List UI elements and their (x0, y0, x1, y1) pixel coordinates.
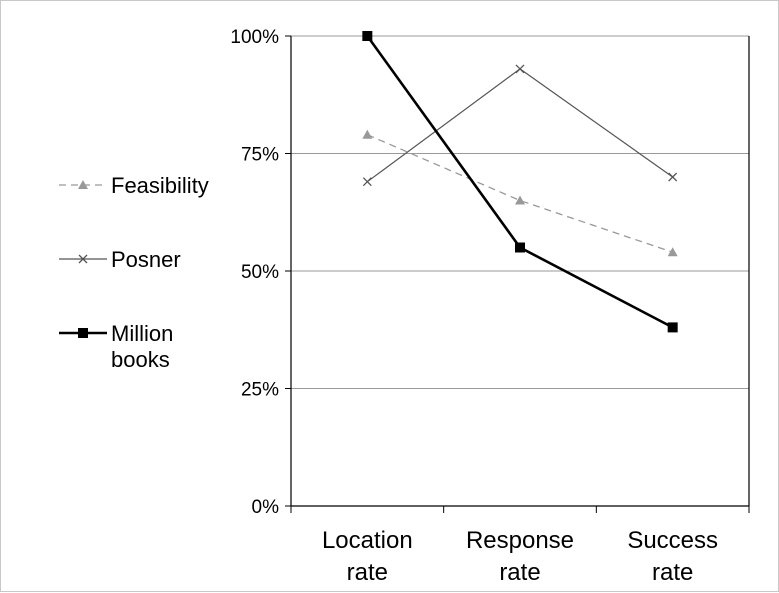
x-tick-label: Success rate (627, 527, 718, 586)
y-tick-label: 0% (252, 497, 280, 518)
data-point-million-books (362, 31, 373, 41)
legend-label-posner: Posner (111, 247, 181, 272)
series-line-posner (366, 68, 674, 183)
y-tick-label: 100% (230, 27, 279, 48)
legend-label-million-books: Million books (111, 321, 173, 372)
data-point-feasibility (667, 247, 678, 257)
series-lines (366, 35, 674, 329)
series-line-million-books (366, 35, 674, 329)
gridlines (291, 35, 749, 389)
legend-label-feasibility: Feasibility (111, 173, 209, 198)
x-tick-label: Response rate (466, 527, 574, 586)
axes (285, 35, 750, 513)
x-tick-labels: Location rate Response rate Success rate (322, 527, 718, 586)
data-point-posner (668, 172, 678, 182)
data-point-posner (362, 177, 372, 187)
legend-marker-feasibility (78, 180, 88, 189)
series-line-feasibility (367, 134, 673, 253)
legend: Feasibility Posner Million books (59, 173, 209, 372)
y-tick-label: 75% (241, 145, 279, 166)
data-point-million-books (515, 242, 525, 253)
data-point-feasibility (515, 195, 525, 205)
legend-marker-million-books (78, 328, 88, 338)
y-tick-label: 50% (241, 262, 279, 283)
data-point-feasibility (362, 129, 373, 139)
series-markers (362, 31, 678, 333)
data-point-posner (515, 64, 525, 74)
legend-marker-posner (78, 254, 88, 264)
data-point-million-books (667, 322, 678, 333)
y-tick-labels: 0% 25% 50% 75% 100% (230, 27, 279, 518)
y-tick-label: 25% (241, 380, 279, 401)
x-tick-label: Location rate (322, 527, 413, 586)
